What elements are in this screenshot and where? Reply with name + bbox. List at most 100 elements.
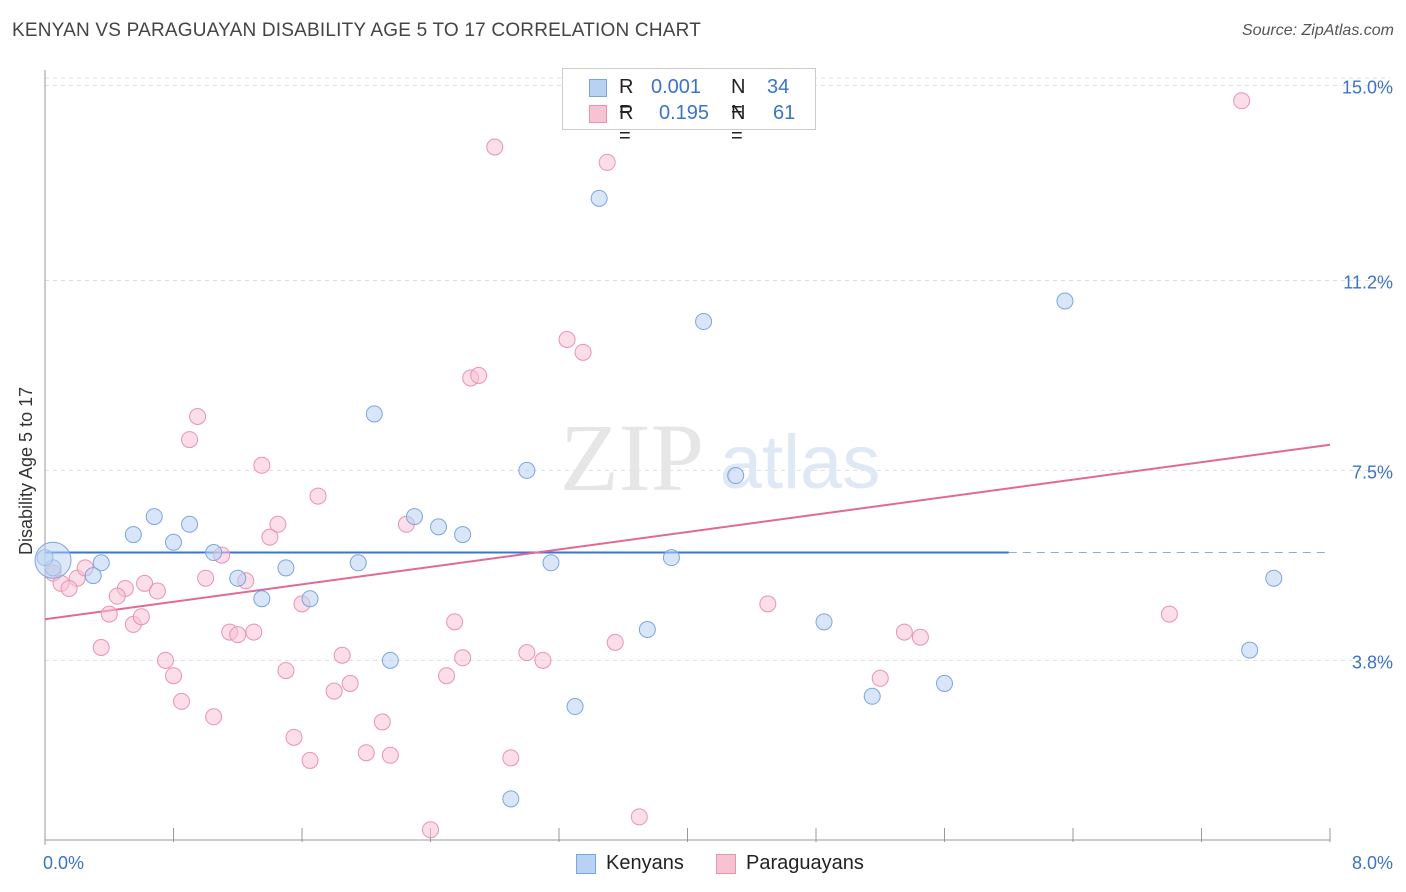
paraguayan-point: [173, 692, 191, 710]
paraguayan-point: [229, 626, 247, 644]
kenyan-point: [936, 674, 953, 692]
paraguayan-point: [277, 662, 295, 680]
series-legend: Kenyans Paraguayans: [0, 852, 1406, 878]
paraguayan-point: [486, 138, 504, 156]
paraguayan-point: [197, 569, 215, 587]
paraguayan-point: [325, 682, 343, 700]
paraguayan-point: [630, 808, 648, 826]
kenyan-cluster-point: [34, 541, 72, 579]
paraguayan-point: [100, 605, 118, 623]
y-tick-label: 15.0%: [1342, 77, 1393, 97]
paraguayan-point: [309, 487, 327, 505]
y-tick-label: 11.2%: [1343, 272, 1393, 292]
kenyans-r-label: R =: [619, 76, 634, 121]
kenyan-point: [590, 189, 608, 207]
paraguayan-point: [341, 674, 359, 692]
kenyan-point: [638, 621, 656, 639]
watermark-zip: ZIP: [560, 404, 704, 511]
kenyans-n-value: 34: [767, 76, 790, 98]
paraguayan-point: [301, 751, 319, 769]
y-tick-labels: 3.8% 7.5% 11.2% 15.0%: [1342, 77, 1393, 672]
kenyan-point: [502, 790, 520, 808]
paraguayan-point: [261, 528, 279, 546]
kenyan-point: [1265, 569, 1283, 587]
kenyan-point: [277, 559, 295, 577]
paraguayan-point: [333, 646, 351, 664]
kenyan-point: [405, 508, 423, 526]
paraguayan-point: [132, 608, 150, 626]
kenyan-point: [181, 515, 199, 533]
kenyan-point: [430, 518, 448, 536]
kenyan-point: [92, 554, 110, 572]
paraguayan-point: [446, 613, 464, 631]
watermark: ZIP atlas: [560, 404, 880, 511]
paraguayans-n-label: N =: [731, 102, 746, 147]
paraguayans-trend-line: [44, 443, 1331, 621]
kenyan-point: [205, 544, 223, 562]
kenyan-point: [349, 554, 367, 572]
chart-title: KENYAN VS PARAGUAYAN DISABILITY AGE 5 TO…: [12, 20, 702, 41]
stats-legend: R = 0.001 N = 34 R = 0.195 N = 61: [562, 68, 816, 147]
paraguayan-point: [156, 651, 174, 669]
y-axis-label: Disability Age 5 to 17: [16, 386, 36, 555]
paraguayan-point: [357, 744, 375, 762]
paraguayan-point: [911, 628, 929, 646]
kenyan-point: [518, 461, 536, 479]
kenyan-point: [229, 569, 247, 587]
paraguayan-point: [598, 153, 616, 171]
paraguayan-point: [871, 669, 889, 687]
paraguayan-point: [136, 574, 154, 592]
y-tick-label: 3.8%: [1352, 652, 1393, 672]
paraguayan-point: [381, 746, 399, 764]
x-tick-labels: 0.0% 8.0%: [43, 853, 1393, 873]
paraguayans-swatch: [589, 105, 607, 123]
kenyan-point: [301, 590, 319, 608]
kenyan-point: [253, 590, 271, 608]
paraguayan-point: [454, 649, 472, 667]
kenyan-point: [84, 567, 102, 585]
kenyans-legend-swatch: [576, 854, 596, 874]
paraguayan-point: [108, 587, 126, 605]
kenyan-point: [542, 554, 560, 572]
paraguayan-point: [438, 667, 456, 685]
kenyan-point: [145, 508, 163, 526]
kenyan-point: [1241, 641, 1259, 659]
y-tick-label: 7.5%: [1352, 462, 1393, 482]
paraguayan-point: [269, 515, 287, 533]
kenyan-point: [454, 526, 472, 544]
x-tick-label: 8.0%: [1352, 853, 1393, 873]
paraguayans-n-value: 61: [773, 102, 796, 124]
kenyan-point: [365, 405, 383, 423]
paraguayan-point: [285, 728, 303, 746]
kenyan-point: [662, 549, 680, 567]
kenyan-point: [566, 698, 584, 716]
paraguayan-point: [245, 623, 263, 641]
paraguayan-point: [422, 821, 439, 839]
paraguayan-point: [165, 667, 182, 685]
paraguayans-r-label: R =: [619, 102, 634, 147]
paraguayan-point: [205, 708, 223, 726]
paraguayan-point: [574, 343, 592, 361]
kenyans-r-value: 0.001: [651, 76, 702, 98]
paraguayan-point: [253, 456, 271, 474]
paraguayans-r-value: 0.195: [659, 102, 710, 124]
kenyan-point: [815, 613, 833, 631]
kenyan-point: [695, 313, 713, 331]
paraguayan-point: [470, 366, 488, 384]
paraguayan-point: [1160, 605, 1178, 623]
kenyans-n-label: N =: [731, 76, 746, 121]
kenyans-swatch: [589, 79, 607, 97]
paraguayan-point: [373, 713, 391, 731]
paraguayan-point: [92, 639, 110, 656]
paraguayan-point: [181, 431, 199, 449]
paraguayan-point: [502, 749, 520, 767]
paraguayan-point: [189, 408, 207, 425]
paraguayans-legend-label: Paraguayans: [746, 852, 864, 874]
data-points: [34, 92, 1283, 839]
paraguayans-legend-swatch: [716, 854, 736, 874]
paraguayan-point: [759, 595, 777, 613]
x-tick-label: 0.0%: [43, 853, 84, 873]
watermark-atlas: atlas: [720, 420, 881, 505]
kenyan-point: [381, 651, 399, 669]
